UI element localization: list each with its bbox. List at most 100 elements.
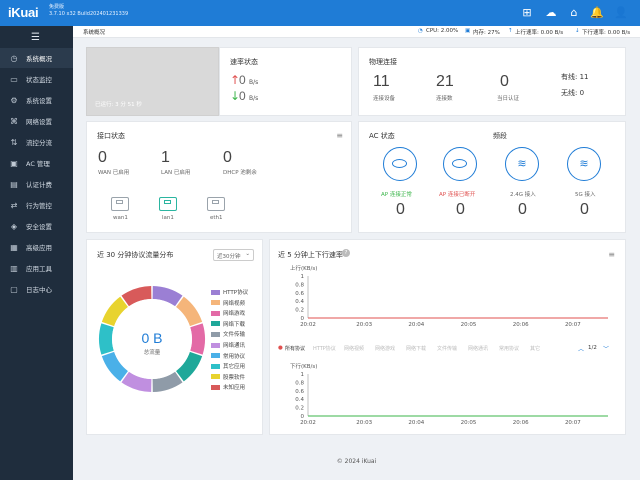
prev-page-icon[interactable]: ︿ xyxy=(578,346,585,353)
sidebar-item-flow[interactable]: ⇅ 流控分流 xyxy=(0,132,73,152)
download-icon: ↓ xyxy=(575,28,580,34)
legend-label: 网络游戏 xyxy=(223,311,246,318)
list-menu-icon[interactable]: ≡ xyxy=(608,250,615,259)
band-5g-count: 0 xyxy=(580,201,589,218)
up-chart-label: 上行 xyxy=(290,266,302,272)
sidebar-item-label: 流控分流 xyxy=(26,139,52,147)
legend-swatch xyxy=(211,331,220,337)
interface-status-title: 接口状态 xyxy=(97,132,125,140)
legend-item[interactable]: 常用协议 xyxy=(211,352,245,360)
legend-item[interactable]: 文件传输 xyxy=(211,330,245,338)
donut-segment xyxy=(175,296,203,327)
legend-item[interactable]: 股票软件 xyxy=(211,373,245,381)
sidebar-item-log[interactable]: ▢ 日志中心 xyxy=(0,279,73,299)
memory-stat: 内存: 27% xyxy=(473,30,500,36)
sidebar-item-label: 安全设置 xyxy=(26,223,52,231)
tab-video[interactable]: 网络视频 xyxy=(344,346,365,352)
menu-toggle-icon[interactable]: ☰ xyxy=(31,32,40,43)
sidebar-item-monitor[interactable]: ▭ 状态监控 xyxy=(0,69,73,89)
chevron-down-icon: ⌄ xyxy=(245,251,250,257)
legend-item[interactable]: 网络通讯 xyxy=(211,341,245,349)
cpu-icon: ◔ xyxy=(418,28,423,34)
build-label: 3.7.10 x32 Build202401231339 xyxy=(49,11,129,17)
list-menu-icon[interactable]: ≡ xyxy=(336,131,343,140)
active-dot-icon: ● xyxy=(278,345,283,351)
legend-item[interactable]: 网络游戏 xyxy=(211,309,245,317)
legend-swatch xyxy=(211,384,220,390)
tab-im[interactable]: 网络通讯 xyxy=(468,346,489,352)
legend-label: 未知应用 xyxy=(223,385,246,392)
help-icon[interactable]: ? xyxy=(342,249,350,257)
donut-chart xyxy=(99,286,205,392)
sidebar-item-security[interactable]: ◈ 安全设置 xyxy=(0,216,73,236)
legend-item[interactable]: 网络视频 xyxy=(211,299,245,307)
protocol-filter-tabs: ● 所有协议 HTTP协议 网络视频 网络游戏 网络下载 文件传输 网络通讯 常… xyxy=(278,345,618,353)
wireless-label: 无线: xyxy=(561,89,578,97)
gear-icon: ⚙ xyxy=(10,95,18,105)
legend-swatch xyxy=(211,300,220,306)
memory-icon: ▣ xyxy=(465,28,471,34)
x-tick-label: 20:04 xyxy=(408,420,424,426)
y-tick-label: 0 xyxy=(301,316,305,322)
donut-segment xyxy=(121,371,152,392)
sidebar-item-network[interactable]: ⌘ 网络设置 xyxy=(0,111,73,131)
connections-count: 21 xyxy=(436,73,454,90)
cloud-icon[interactable]: ☁ xyxy=(545,6,557,19)
down-chart-unit: (KB/s) xyxy=(301,364,318,370)
wireless-stat: 无线: 0 xyxy=(561,88,584,98)
sidebar-item-tools[interactable]: ▥ 应用工具 xyxy=(0,258,73,278)
legend-item[interactable]: 未知应用 xyxy=(211,383,245,391)
sidebar-item-advanced[interactable]: ▦ 高级应用 xyxy=(0,237,73,257)
tab-file[interactable]: 文件传输 xyxy=(437,346,458,352)
gauge-icon: ◷ xyxy=(10,53,18,63)
grid-icon[interactable]: ⊞ xyxy=(522,6,532,19)
ethernet-port-icon[interactable] xyxy=(207,197,225,211)
tab-all-protocols[interactable]: 所有协议 xyxy=(285,346,306,352)
rate-status-card: 速率状态 ↑ 0 B/s ↓ 0 B/s xyxy=(219,47,352,116)
next-page-icon[interactable]: ﹀ xyxy=(603,346,610,353)
sidebar-item-label: 网络设置 xyxy=(26,118,52,126)
sidebar-item-overview[interactable]: ◷ 系统概况 xyxy=(0,48,73,68)
y-tick-label: 0.2 xyxy=(295,406,304,412)
legend-item[interactable]: 网络下载 xyxy=(211,320,245,328)
x-tick-label: 20:06 xyxy=(513,420,529,426)
y-tick-label: 0.4 xyxy=(295,299,304,305)
y-tick-label: 0.4 xyxy=(295,397,304,403)
legend-label: 文件传输 xyxy=(223,332,246,339)
legend-swatch xyxy=(211,363,220,369)
legend-item[interactable]: HTTP协议 xyxy=(211,288,248,296)
ethernet-port-icon[interactable] xyxy=(159,197,177,211)
upload-stat: 上行速率: 0.00 B/s xyxy=(515,30,564,36)
sidebar-item-label: AC 管理 xyxy=(26,160,50,168)
sidebar-item-auth[interactable]: ▤ 认证计费 xyxy=(0,174,73,194)
sidebar-item-label: 状态监控 xyxy=(26,76,52,84)
sidebar: ☰ ◷ 系统概况 ▭ 状态监控 ⚙ 系统设置 ⌘ 网络设置 ⇅ 流控分流 ▣ AC 管理 ▤… xyxy=(0,26,73,480)
y-tick-label: 0.6 xyxy=(295,291,304,297)
version-info: 免费版 3.7.10 x32 Build202401231339 xyxy=(49,4,128,18)
sidebar-item-ac[interactable]: ▣ AC 管理 xyxy=(0,153,73,173)
auth-count: 0 xyxy=(500,73,509,90)
ethernet-port-icon[interactable] xyxy=(111,197,129,211)
wired-label: 有线: xyxy=(561,73,578,81)
port-label: eth1 xyxy=(210,215,223,221)
sidebar-item-behavior[interactable]: ⇄ 行为管控 xyxy=(0,195,73,215)
user-icon[interactable]: 👤 xyxy=(614,6,628,19)
physical-connection-title: 物理连接 xyxy=(369,58,397,66)
wired-stat: 有线: 11 xyxy=(561,72,589,82)
tab-http[interactable]: HTTP协议 xyxy=(313,346,336,352)
home-icon[interactable]: ⌂ xyxy=(570,6,578,19)
tab-game[interactable]: 网络游戏 xyxy=(375,346,396,352)
footer-copyright: © 2024 iKuai xyxy=(336,458,377,465)
bell-icon[interactable]: 🔔 xyxy=(590,6,604,19)
tab-other[interactable]: 其它 xyxy=(530,346,541,352)
legend-label: 网络下载 xyxy=(223,321,246,328)
sidebar-item-system[interactable]: ⚙ 系统设置 xyxy=(0,90,73,110)
cpu-stat: CPU: 2.00% xyxy=(426,28,459,34)
time-range-select[interactable]: 近30分钟 ⌄ xyxy=(213,249,254,261)
tab-common[interactable]: 常用协议 xyxy=(499,346,520,352)
legend-item[interactable]: 其它应用 xyxy=(211,362,245,370)
ap-disconnected-label: AP 连接已断开 xyxy=(439,192,476,198)
y-tick-label: 0.6 xyxy=(295,389,304,395)
tab-download[interactable]: 网络下载 xyxy=(406,346,427,352)
x-tick-label: 20:02 xyxy=(300,420,316,426)
